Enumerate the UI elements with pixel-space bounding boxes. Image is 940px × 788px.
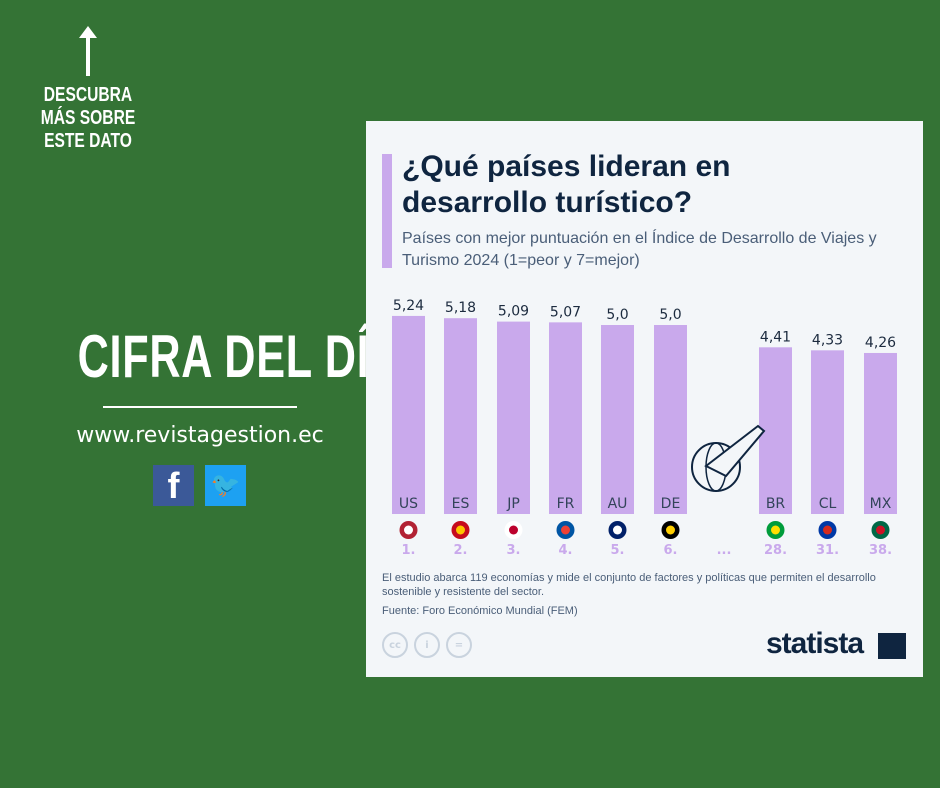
website-link[interactable]: www.revistagestion.ec bbox=[76, 423, 324, 448]
rank-label: 2. bbox=[454, 543, 468, 558]
value-label: 4,33 bbox=[812, 332, 843, 348]
chart-note: El estudio abarca 119 economías y mide e… bbox=[382, 572, 876, 598]
category-label: US bbox=[399, 496, 418, 512]
flag-detail bbox=[823, 525, 832, 535]
statista-logo: statista bbox=[766, 627, 864, 660]
category-label: DE bbox=[661, 496, 681, 512]
rank-label: 38. bbox=[869, 543, 892, 558]
bar-JP bbox=[497, 321, 530, 514]
category-label: BR bbox=[766, 496, 786, 512]
flag-detail bbox=[771, 525, 780, 535]
bar-US bbox=[392, 315, 425, 514]
value-label: 4,41 bbox=[760, 329, 791, 345]
chart-source: Fuente: Foro Económico Mundial (FEM) bbox=[382, 605, 578, 617]
rank-label: 4. bbox=[559, 543, 573, 558]
value-label: 5,09 bbox=[498, 304, 529, 320]
flag-detail bbox=[509, 525, 518, 535]
bar-ES bbox=[444, 318, 477, 514]
airplane-icon bbox=[704, 424, 766, 478]
category-label: JP bbox=[506, 496, 520, 512]
value-label: 5,18 bbox=[445, 300, 476, 316]
chart-subtitle: Países con mejor puntuación en el Índice… bbox=[402, 230, 877, 269]
rank-label: 28. bbox=[764, 543, 787, 558]
value-label: 4,26 bbox=[865, 335, 896, 351]
title-accent bbox=[382, 154, 392, 268]
value-label: 5,24 bbox=[393, 298, 424, 314]
divider bbox=[103, 406, 297, 408]
value-label: 5,0 bbox=[606, 307, 628, 323]
rank-label: 1. bbox=[402, 543, 416, 558]
noderivs-icon: = bbox=[446, 632, 472, 658]
category-label: FR bbox=[557, 496, 575, 512]
value-label: 5,07 bbox=[550, 304, 581, 320]
flag-detail bbox=[456, 525, 465, 535]
category-label: CL bbox=[819, 496, 837, 512]
flag-detail bbox=[666, 525, 675, 535]
category-label: MX bbox=[870, 496, 892, 512]
rank-label: 3. bbox=[507, 543, 521, 558]
bar-CL bbox=[811, 350, 844, 514]
flag-detail bbox=[404, 525, 413, 535]
bar-MX bbox=[864, 352, 897, 514]
chart-title: ¿Qué países lideran en desarrollo turíst… bbox=[402, 150, 731, 219]
rank-label: 6. bbox=[664, 543, 678, 558]
cc-icon: cc bbox=[382, 632, 408, 658]
statista-mark-icon bbox=[878, 633, 906, 659]
bar-FR bbox=[549, 322, 582, 514]
rank-label: 5. bbox=[611, 543, 625, 558]
gap-label: ... bbox=[717, 543, 732, 558]
infographic-card: ¿Qué países lideran en desarrollo turíst… bbox=[366, 121, 923, 677]
bar-AU bbox=[601, 325, 634, 514]
cta-text[interactable]: DESCUBRA MÁS SOBRE ESTE DATO bbox=[40, 84, 136, 152]
category-label: ES bbox=[452, 496, 470, 512]
category-label: AU bbox=[608, 496, 628, 512]
rank-label: 31. bbox=[816, 543, 839, 558]
attribution-icon: i bbox=[414, 632, 440, 658]
value-label: 5,0 bbox=[659, 307, 681, 323]
flag-detail bbox=[876, 525, 885, 535]
bar-DE bbox=[654, 325, 687, 514]
twitter-icon[interactable]: 🐦 bbox=[205, 465, 246, 506]
flag-detail bbox=[561, 525, 570, 535]
flag-detail bbox=[613, 525, 622, 535]
headline: CIFRA DEL DÍA bbox=[77, 323, 402, 390]
facebook-icon[interactable]: f bbox=[153, 465, 194, 506]
bar-chart: 5,24 US 1. 5,18 ES 2. 5,09 JP 3. 5,07 FR 4. 5,0 AU 5. 5… bbox=[392, 298, 897, 558]
up-arrow-icon bbox=[79, 26, 97, 76]
